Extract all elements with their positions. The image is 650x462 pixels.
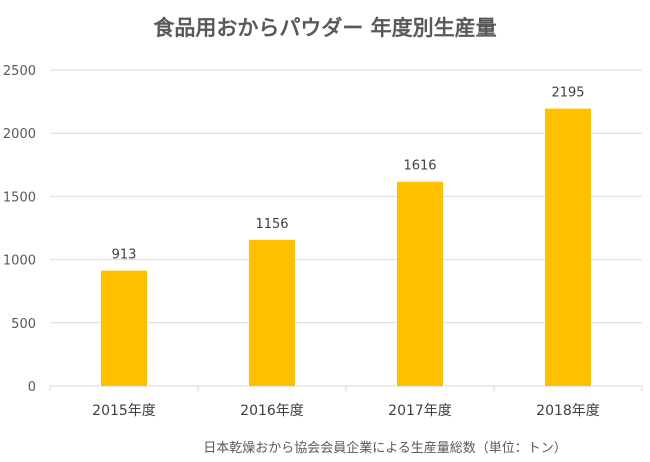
x-tick-label: 2017年度 xyxy=(388,403,452,419)
x-tick-label: 2015年度 xyxy=(92,403,156,419)
y-tick-label: 500 xyxy=(11,317,36,332)
data-label: 2195 xyxy=(551,86,584,101)
data-label: 913 xyxy=(112,248,137,263)
y-tick-label: 2000 xyxy=(3,127,36,142)
footnote: 日本乾燥おから協会会員企業による生産量総数（単位：トン） xyxy=(203,440,567,456)
bar xyxy=(101,270,147,386)
data-label: 1156 xyxy=(255,217,288,232)
x-tick-label: 2016年度 xyxy=(240,403,304,419)
bar xyxy=(545,108,591,386)
data-label: 1616 xyxy=(403,159,436,174)
bar xyxy=(249,239,295,386)
bar xyxy=(397,181,443,386)
y-tick-label: 1500 xyxy=(3,190,36,205)
y-tick-label: 2500 xyxy=(3,64,36,79)
chart-title: 食品用おからパウダー 年度別生産量 xyxy=(153,16,496,40)
x-tick-label: 2018年度 xyxy=(536,403,600,419)
y-tick-label: 1000 xyxy=(3,254,36,269)
y-tick-label: 0 xyxy=(28,380,36,395)
